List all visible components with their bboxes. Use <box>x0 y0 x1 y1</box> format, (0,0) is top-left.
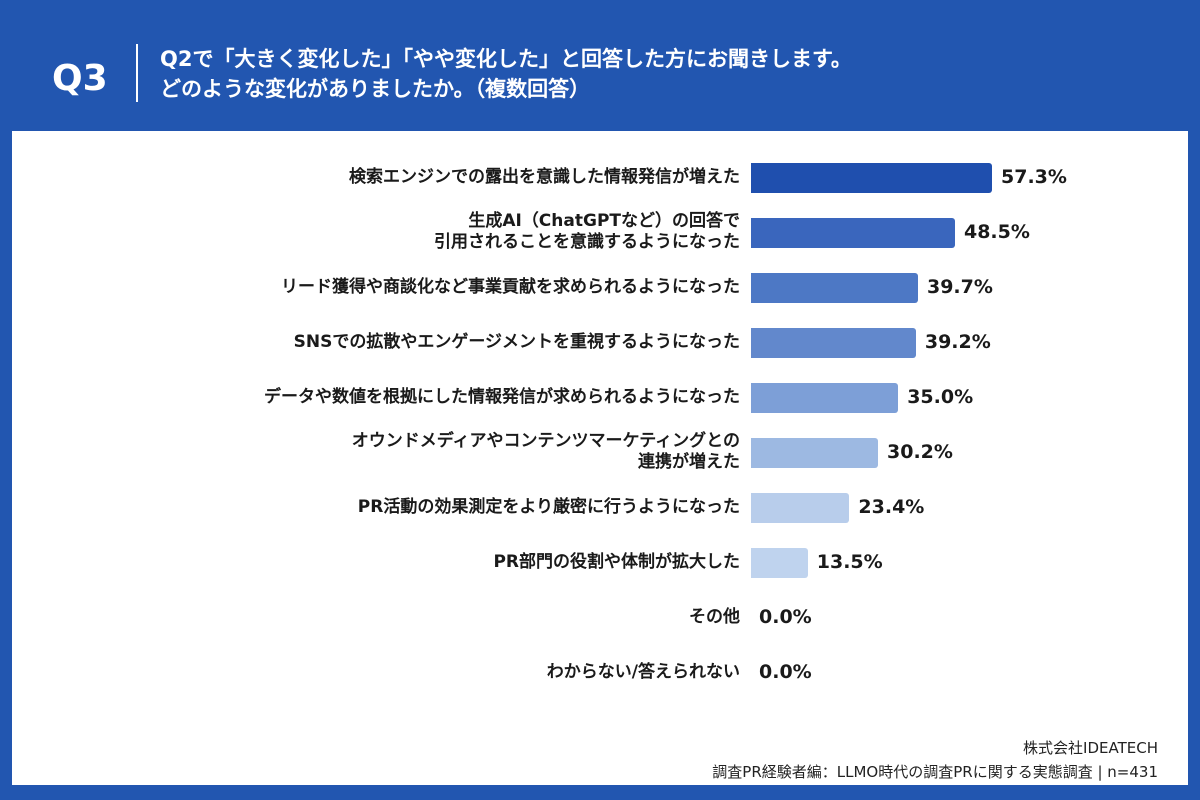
header-divider <box>136 44 138 102</box>
question-title-line2: どのような変化がありましたか。（複数回答） <box>160 77 591 101</box>
question-title: Q2で「大きく変化した」「やや変化した」と回答した方にお聞きします。 どのような… <box>160 44 852 104</box>
category-label: オウンドメディアやコンテンツマーケティングとの 連携が増えた <box>40 431 740 473</box>
bar <box>751 438 879 468</box>
question-title-line1: Q2で「大きく変化した」「やや変化した」と回答した方にお聞きします。 <box>160 47 852 71</box>
bar <box>751 218 955 248</box>
bar <box>751 493 850 523</box>
category-label: データや数値を根拠にした情報発信が求められるようになった <box>40 387 740 408</box>
category-label-line: その他 <box>689 606 740 627</box>
category-label-line: データや数値を根拠にした情報発信が求められるようになった <box>264 386 740 407</box>
category-label: わからない/答えられない <box>40 662 740 683</box>
question-number: Q3 <box>52 58 108 99</box>
category-label: SNSでの拡散やエンゲージメントを重視するようになった <box>40 332 740 353</box>
category-label-line: SNSでの拡散やエンゲージメントを重視するようになった <box>293 331 740 352</box>
value-label: 39.7% <box>926 276 993 298</box>
value-label: 0.0% <box>759 606 812 628</box>
category-label-line: 検索エンジンでの露出を意識した情報発信が増えた <box>349 166 740 187</box>
value-label: 35.0% <box>907 386 974 408</box>
category-label-line: オウンドメディアやコンテンツマーケティングとの <box>351 431 740 451</box>
value-label: 57.3% <box>1001 166 1067 188</box>
category-label: PR活動の効果測定をより厳密に行うようになった <box>40 497 740 518</box>
bar <box>751 548 808 578</box>
source-credit: 調査PR経験者編：LLMO時代の調査PRに関する実態調査 | n=431 <box>712 763 1158 781</box>
category-label-line: リード獲得や商談化など事業貢献を求められるようになった <box>281 276 740 297</box>
category-label-line: 引用されることを意識するようになった <box>434 232 740 252</box>
category-label-line: 連携が増えた <box>638 452 740 472</box>
bar <box>751 273 918 303</box>
chart-panel <box>12 131 1188 785</box>
value-label: 0.0% <box>759 661 812 683</box>
value-label: 48.5% <box>963 221 1030 243</box>
category-label: リード獲得や商談化など事業貢献を求められるようになった <box>40 277 740 298</box>
company-credit: 株式会社IDEATECH <box>1023 739 1158 757</box>
category-label: その他 <box>40 607 740 628</box>
category-label-line: わからない/答えられない <box>546 661 740 682</box>
category-label: 生成AI（ChatGPTなど）の回答で 引用されることを意識するようになった <box>40 211 740 253</box>
bar <box>751 328 916 358</box>
category-label: 検索エンジンでの露出を意識した情報発信が増えた <box>40 167 740 188</box>
value-label: 30.2% <box>887 441 953 463</box>
bar <box>751 163 992 193</box>
value-label: 23.4% <box>858 496 925 518</box>
bar <box>751 383 899 413</box>
value-label: 13.5% <box>816 551 883 573</box>
category-label-line: PR部門の役割や体制が拡大した <box>493 551 740 572</box>
category-label: PR部門の役割や体制が拡大した <box>40 552 740 573</box>
category-label-line: PR活動の効果測定をより厳密に行うようになった <box>357 496 740 517</box>
value-label: 39.2% <box>924 331 991 353</box>
category-label-line: 生成AI（ChatGPTなど）の回答で <box>468 211 740 231</box>
